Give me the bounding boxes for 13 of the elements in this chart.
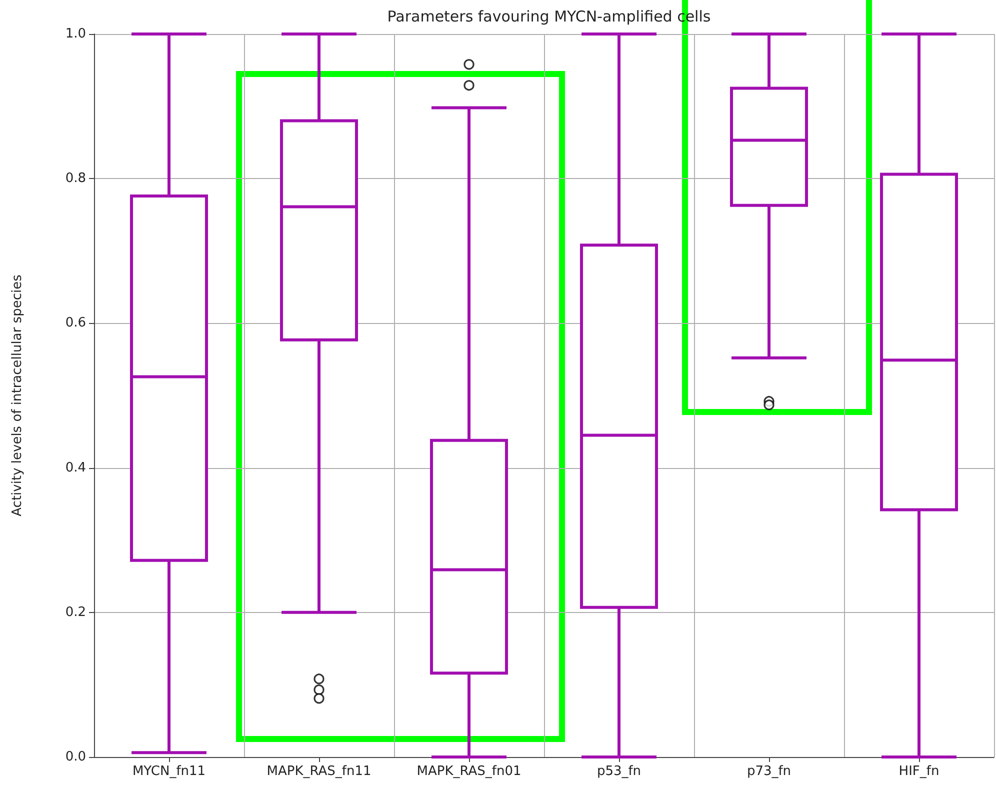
y-tick-label: 0.2 [65,604,86,620]
y-tick-label: 1.0 [65,26,86,42]
x-tick-label: p73_fn [746,764,792,779]
x-tick-label: p53_fn [596,764,642,779]
y-tick-label: 0.8 [65,171,86,186]
x-tick-label: HIF_fn [898,764,940,779]
y-axis-title: Activity levels of intracellular species [10,274,25,516]
y-tick-label: 0.6 [65,316,86,331]
y-tick-label: 0.0 [65,750,86,764]
x-tick-label: MYCN_fn11 [132,764,206,779]
x-tick-label: MAPK_RAS_fn01 [416,764,522,779]
y-tick-label: 0.4 [65,460,86,476]
x-tick-label: MAPK_RAS_fn11 [266,764,372,779]
